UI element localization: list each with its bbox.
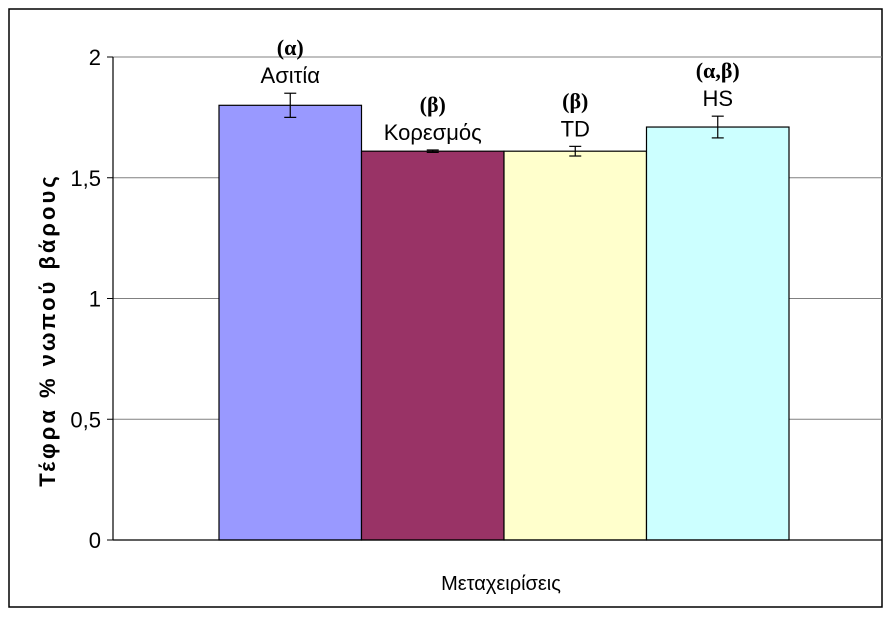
significance-label: (β) — [420, 92, 446, 117]
bar — [645, 126, 790, 541]
y-tick-label: 0,5 — [70, 407, 101, 432]
category-label: Κορεσμός — [384, 120, 482, 145]
error-bars — [284, 92, 724, 157]
bar — [218, 104, 363, 541]
x-axis-title: Μεταχειρίσεις — [441, 573, 561, 595]
category-label: HS — [702, 86, 733, 111]
significance-label: (β) — [562, 88, 588, 113]
category-label: TD — [561, 116, 590, 141]
y-tick-label: 1,5 — [70, 166, 101, 191]
significance-label: (α) — [277, 35, 304, 60]
significance-label: (α,β) — [696, 58, 740, 83]
bar-labels: Ασιτία (α) Κορεσμός (β) TD (β) HS (α,β) — [261, 35, 740, 145]
category-label: Ασιτία — [261, 63, 321, 88]
y-tick-label: 2 — [89, 45, 101, 70]
y-tick-label: 0 — [89, 528, 101, 553]
bars — [218, 104, 790, 541]
y-axis-title: Τέφρα % νωπού βάρους — [35, 173, 60, 486]
y-tick-label: 1 — [89, 287, 101, 312]
y-tick-labels: 0 0,5 1 1,5 2 — [70, 45, 113, 553]
bar — [503, 150, 648, 541]
bar — [360, 150, 505, 541]
